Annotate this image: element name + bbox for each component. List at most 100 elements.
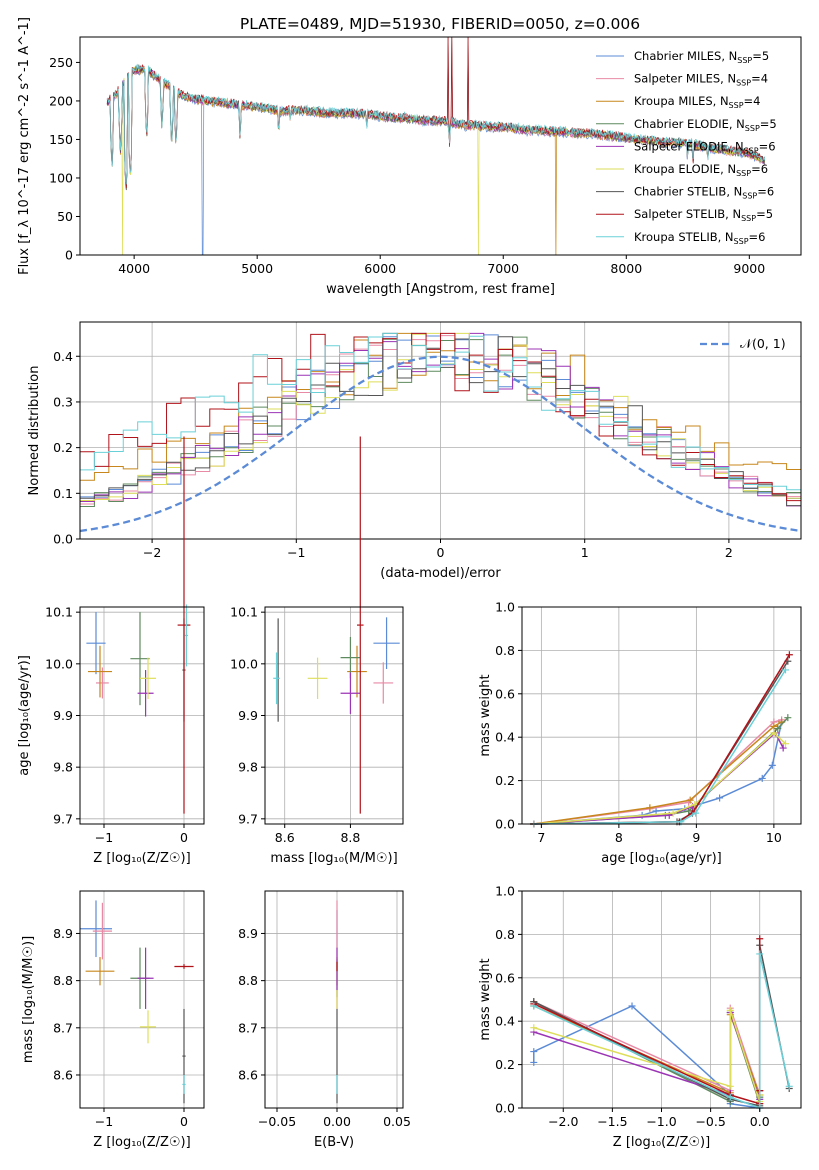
mass_weight_vs_age-marker-chabrier_miles-5 — [758, 774, 766, 782]
mass_weight_vs_age-marker-chabrier_elodie-4 — [784, 714, 792, 722]
legend-label-chabrier_stelib: Chabrier STELIB, NSSP=6 — [634, 185, 774, 201]
mass_weight_vs_Z-xtick-label-0: −2.0 — [548, 1114, 578, 1129]
mass_weight_vs_Z-ytick-label-1: 0.2 — [495, 1057, 515, 1072]
age_vs_mass-xtick-label-1: 8.8 — [340, 830, 360, 845]
spectrum-xlabel: wavelength [Angstrom, rest frame] — [326, 282, 555, 297]
mass_weight_vs_age-ytick-label-3: 0.6 — [495, 686, 515, 701]
spectrum-lines — [106, 37, 766, 255]
residuals-xlabel: (data-model)/error — [380, 566, 501, 581]
legend-label-kroupa_elodie: Kroupa ELODIE, NSSP=6 — [634, 162, 768, 178]
normal-curve — [79, 355, 802, 533]
mass_vs_Z-xtick-label-0: −1 — [95, 1114, 113, 1129]
residuals-ytick-label-0: 0.0 — [53, 532, 73, 547]
residuals-panel: −2 −1 0 1 2 0.0 0.1 0.2 0.3 0.4 (data-model)/error… — [27, 321, 802, 581]
mass_weight_vs_Z-marker-kroupa_stelib-3 — [756, 950, 764, 958]
age_vs_Z-ytick-label-4: 10.1 — [45, 605, 73, 620]
mass_vs_Z-ylabel: mass [log₁₀(M/M☉)] — [21, 936, 36, 1063]
mass_weight_vs_Z-panel: −2.0 −1.5 −1.0 −0.5 0.0 0.0 0.2 0.4 0.6 0.8 1.0 Z [… — [478, 884, 802, 1150]
mass_weight_vs_Z-xtick-label-3: −0.5 — [695, 1114, 725, 1129]
figure-title: PLATE=0489, MJD=51930, FIBERID=0050, z=0… — [240, 15, 640, 33]
mass_vs_Z-frame — [79, 890, 205, 1109]
mass_weight_vs_age-xtick-label-1: 8 — [615, 830, 623, 845]
mass_weight_vs_age-marker-kroupa_miles-1 — [646, 804, 654, 812]
spectrum-xtick-label-0: 4000 — [118, 261, 150, 276]
age_vs_mass-ytick-label-1: 9.8 — [238, 760, 258, 775]
mass_weight_vs_age-ytick-label-5: 1.0 — [495, 600, 515, 615]
mass_weight_vs_age-xtick-label-2: 9 — [692, 830, 700, 845]
spectrum-xtick-label-3: 7000 — [487, 261, 519, 276]
mass_vs_ebv-panel: −0.05 0.00 0.05 8.6 8.7 8.8 8.9 E(B-V) — [238, 890, 411, 1150]
mass_weight_vs_age-marker-kroupa_miles-2 — [686, 796, 694, 804]
residuals-ytick-label-2: 0.2 — [53, 440, 73, 455]
mass_vs_Z-panel: −1 0 8.6 8.7 8.8 8.9 Z [log₁₀(Z/Z☉)] mass [log₁… — [21, 890, 205, 1150]
mass_vs_Z-xtick-label-1: 0 — [180, 1114, 188, 1129]
mass_weight_vs_age-frame — [521, 606, 802, 825]
age_vs_Z-ytick-label-2: 9.9 — [53, 708, 73, 723]
mass_weight_vs_Z-xlabel: Z [log₁₀(Z/Z☉)] — [613, 1135, 710, 1150]
mass_weight_vs_age-xtick-label-0: 7 — [537, 830, 545, 845]
residuals-xtick-label-4: 2 — [725, 545, 733, 560]
mass_vs_ebv-ytick-label-1: 8.7 — [238, 1020, 258, 1035]
residual-hist-kroupa_stelib — [79, 332, 802, 539]
spectrum-series-kroupa_stelib — [106, 63, 766, 185]
mass_weight_vs_age-marker-kroupa_elodie-4 — [782, 740, 789, 748]
mass_weight_vs_age-marker-kroupa_miles-3 — [770, 722, 778, 730]
mass_weight_vs_Z-marker-kroupa_stelib-1 — [726, 1093, 734, 1101]
age_vs_mass-ytick-label-2: 9.9 — [238, 708, 258, 723]
mass_vs_ebv-frame — [264, 890, 404, 1109]
legend-label-kroupa_stelib: Kroupa STELIB, NSSP=6 — [634, 230, 765, 246]
spectrum-ytick-label-1: 50 — [57, 209, 73, 224]
mass_weight_vs_Z-ytick-label-4: 0.8 — [495, 927, 515, 942]
mass_vs_Z-xlabel: Z [log₁₀(Z/Z☉)] — [93, 1135, 190, 1150]
mass_weight_vs_age-line-chabrier_stelib — [533, 660, 789, 825]
residuals-xtick-label-2: 0 — [437, 545, 445, 560]
mass_weight_vs_age-ytick-label-0: 0.0 — [495, 817, 515, 832]
mass_vs_ebv-xtick-label-2: 0.05 — [383, 1114, 411, 1129]
mass_vs_ebv-xlabel: E(B-V) — [314, 1135, 354, 1150]
plots-layer: 4000 5000 6000 7000 8000 9000050100150200250w… — [17, 17, 802, 1150]
mass_weight_vs_age-ytick-label-1: 0.2 — [495, 773, 515, 788]
mass_weight_vs_age-line-chabrier_elodie — [533, 717, 789, 825]
age_vs_Z-ytick-label-3: 10.0 — [45, 656, 73, 671]
mass_weight_vs_Z-marker-chabrier_miles-0 — [530, 1058, 538, 1066]
mass_weight_vs_age-marker-kroupa_stelib-2 — [692, 809, 700, 817]
mass_weight_vs_age-marker-chabrier_elodie-3 — [774, 725, 782, 733]
mass_vs_ebv-ytick-label-0: 8.6 — [238, 1067, 258, 1082]
mass_weight_vs_Z-ytick-label-5: 1.0 — [495, 884, 515, 899]
spectrum-frame — [79, 36, 802, 256]
mass_vs_ebv-ytick-label-3: 8.9 — [238, 926, 258, 941]
mass_weight_vs_Z-marker-kroupa_elodie-1 — [726, 1082, 734, 1090]
mass_weight_vs_age-marker-chabrier_miles-2 — [652, 807, 660, 815]
mass_vs_ebv-xtick-label-0: −0.05 — [258, 1114, 296, 1129]
mass_weight_vs_age-marker-kroupa_elodie-1 — [669, 809, 677, 817]
mass_weight_vs_age-marker-kroupa_stelib-3 — [782, 666, 789, 674]
mass_weight_vs_Z-marker-kroupa_elodie-2 — [726, 1006, 734, 1014]
spectrum-panel: 4000 5000 6000 7000 8000 9000 0 50 100 150 200 250 w… — [17, 17, 802, 297]
mass_weight_vs_age-marker-salpeter_elodie-4 — [779, 744, 787, 752]
age_vs_Z-panel: −1 0 9.7 9.8 9.9 10.0 10.1 Z [log₁₀(Z/Z☉)] age [… — [17, 436, 205, 866]
mass_weight_vs_age-xtick-label-3: 10 — [766, 830, 782, 845]
mass_weight_vs_Z-xtick-label-1: −1.5 — [597, 1114, 627, 1129]
legend-label-chabrier_elodie: Chabrier ELODIE, NSSP=5 — [634, 117, 777, 133]
legend-label-kroupa_miles: Kroupa MILES, NSSP=4 — [634, 94, 760, 110]
age_vs_Z-ytick-label-1: 9.8 — [53, 760, 73, 775]
age_vs_Z-xlabel: Z [log₁₀(Z/Z☉)] — [93, 851, 190, 866]
age_vs_mass-xlabel: mass [log₁₀(M/M☉)] — [270, 851, 397, 866]
legend-label-salpeter_elodie: Salpeter ELODIE, NSSP=6 — [634, 139, 776, 155]
age_vs_mass-xtick-label-0: 8.6 — [275, 830, 295, 845]
mass_weight_vs_Z-xtick-label-2: −1.0 — [646, 1114, 676, 1129]
age_vs_Z-xtick-label-1: 0 — [180, 830, 188, 845]
mass_weight_vs_Z-ytick-label-3: 0.6 — [495, 970, 515, 985]
residuals-ylabel: Normed distribution — [27, 366, 42, 496]
spectrum-xtick-label-1: 5000 — [241, 261, 273, 276]
residual-legend-label: 𝒩(0, 1) — [740, 336, 786, 351]
mass_weight_vs_age-marker-chabrier_miles-6 — [768, 761, 776, 769]
spectrum-ytick-label-3: 150 — [49, 132, 73, 147]
mass_weight_vs_Z-marker-kroupa_stelib-0 — [530, 1002, 538, 1010]
age_vs_Z-ytick-label-0: 9.7 — [53, 811, 73, 826]
residuals-xtick-label-1: −1 — [287, 545, 305, 560]
legend-label-salpeter_miles: Salpeter MILES, NSSP=4 — [634, 72, 768, 88]
mass_weight_vs_age-marker-kroupa_elodie-3 — [770, 729, 778, 737]
mass_vs_Z-ytick-label-3: 8.9 — [53, 926, 73, 941]
spectrum-ylabel: Flux [f_λ 10^-17 erg cm^-2 s^-1 A^-1] — [17, 17, 32, 275]
